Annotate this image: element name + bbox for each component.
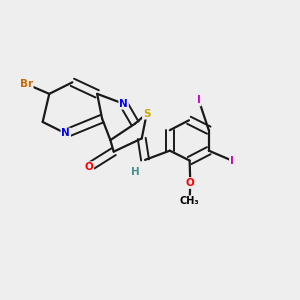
Text: O: O bbox=[186, 178, 195, 188]
Text: I: I bbox=[230, 156, 234, 166]
Text: S: S bbox=[143, 109, 150, 119]
Text: H: H bbox=[131, 167, 140, 178]
Text: N: N bbox=[119, 99, 128, 109]
Text: CH₃: CH₃ bbox=[180, 196, 200, 206]
Text: N: N bbox=[61, 128, 70, 139]
Text: O: O bbox=[85, 162, 93, 172]
Text: Br: Br bbox=[20, 79, 33, 89]
Text: I: I bbox=[197, 95, 201, 106]
